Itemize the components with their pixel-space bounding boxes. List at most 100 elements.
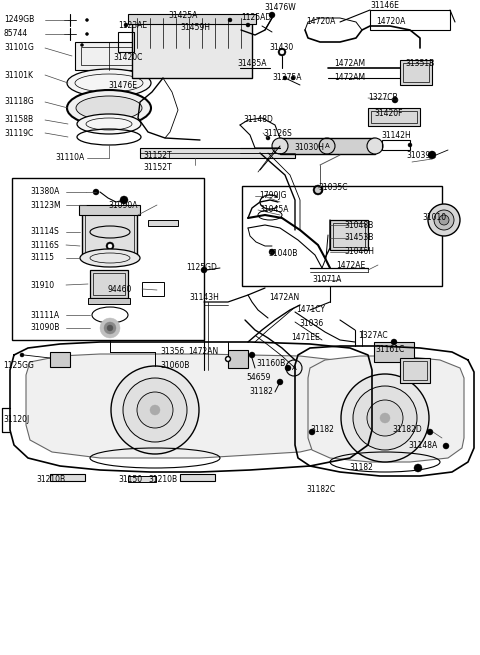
Text: 31148A: 31148A (408, 441, 437, 449)
Ellipse shape (269, 249, 275, 255)
Text: 31119C: 31119C (4, 128, 33, 138)
Text: 31045A: 31045A (259, 206, 288, 214)
Ellipse shape (313, 185, 323, 195)
Ellipse shape (67, 69, 151, 97)
Ellipse shape (427, 429, 433, 435)
Text: 1123AE: 1123AE (118, 22, 147, 31)
Ellipse shape (428, 204, 460, 236)
Ellipse shape (76, 96, 142, 120)
Bar (50, 352, 70, 367)
Text: 31425A: 31425A (168, 12, 197, 20)
Bar (88, 298, 130, 304)
Bar (132, 18, 252, 78)
Text: 1125GG: 1125GG (3, 360, 34, 369)
Text: 31420F: 31420F (374, 109, 403, 117)
Text: 1472AM: 1472AM (334, 73, 365, 83)
Text: 31116S: 31116S (30, 240, 59, 250)
Ellipse shape (100, 318, 120, 338)
Ellipse shape (317, 187, 323, 193)
Bar (400, 60, 432, 85)
Text: 31182: 31182 (249, 388, 273, 396)
Ellipse shape (277, 379, 283, 385)
Ellipse shape (280, 50, 284, 54)
Text: 1327AC: 1327AC (358, 331, 388, 339)
Bar (368, 108, 420, 126)
Text: 1472AE: 1472AE (336, 261, 365, 269)
Text: 31090A: 31090A (108, 200, 137, 210)
Ellipse shape (283, 76, 287, 80)
Ellipse shape (408, 143, 412, 147)
Bar (371, 111, 417, 123)
Bar (81, 47, 137, 65)
Text: 31380A: 31380A (30, 187, 60, 196)
Text: 1471CY: 1471CY (296, 305, 325, 314)
Text: 31040B: 31040B (268, 248, 298, 257)
Text: 31152T: 31152T (143, 162, 172, 172)
Bar (228, 350, 248, 368)
Text: 31120J: 31120J (3, 415, 29, 424)
Text: 1472AM: 1472AM (334, 58, 365, 67)
Text: 31476E: 31476E (108, 81, 137, 90)
Text: 85744: 85744 (4, 29, 28, 39)
Ellipse shape (137, 392, 173, 428)
Text: 31090B: 31090B (30, 324, 60, 333)
Bar (374, 342, 414, 362)
Text: 31420C: 31420C (113, 54, 143, 62)
Ellipse shape (107, 325, 113, 331)
Text: 31118G: 31118G (4, 98, 34, 107)
Text: 31114S: 31114S (30, 227, 59, 236)
Text: 31123M: 31123M (30, 200, 60, 210)
Text: 1125GD: 1125GD (186, 263, 217, 272)
Polygon shape (308, 356, 464, 462)
Text: 31910: 31910 (30, 280, 54, 290)
Bar (180, 474, 215, 481)
Text: 1472AN: 1472AN (188, 348, 218, 356)
Bar (400, 358, 430, 383)
Text: 31010: 31010 (422, 214, 446, 223)
Bar (140, 148, 295, 158)
Text: 31048B: 31048B (344, 221, 373, 229)
Text: A: A (292, 365, 296, 371)
Bar (90, 270, 128, 298)
Ellipse shape (120, 196, 128, 204)
Bar (79, 205, 140, 215)
Text: 31476W: 31476W (264, 3, 296, 12)
Ellipse shape (106, 242, 114, 250)
Text: 31182: 31182 (349, 464, 373, 472)
Ellipse shape (291, 76, 295, 80)
Ellipse shape (391, 339, 397, 345)
Bar (12, 178, 204, 340)
Ellipse shape (77, 114, 141, 134)
Text: 54659: 54659 (246, 373, 270, 383)
Text: 31143H: 31143H (189, 293, 219, 303)
Text: 1125AD: 1125AD (241, 14, 271, 22)
Text: 31110A: 31110A (55, 153, 84, 162)
Bar (118, 32, 134, 52)
Ellipse shape (108, 244, 112, 248)
Text: 31210B: 31210B (36, 476, 65, 485)
Ellipse shape (134, 43, 137, 47)
Ellipse shape (225, 356, 231, 362)
Bar (403, 361, 427, 380)
Ellipse shape (353, 386, 417, 450)
Text: 31210B: 31210B (148, 476, 177, 485)
Text: 31071A: 31071A (312, 276, 341, 284)
Ellipse shape (20, 353, 24, 357)
Ellipse shape (272, 138, 288, 154)
Text: 31150: 31150 (118, 476, 142, 485)
Text: 14720A: 14720A (376, 18, 406, 26)
Ellipse shape (123, 378, 187, 442)
Text: 31146E: 31146E (370, 1, 399, 10)
Text: 31101G: 31101G (4, 43, 34, 52)
Ellipse shape (85, 18, 88, 22)
Bar (128, 14, 256, 24)
Text: 31035C: 31035C (318, 183, 348, 193)
Ellipse shape (111, 366, 199, 454)
Text: 1799JG: 1799JG (259, 191, 287, 200)
Ellipse shape (428, 151, 436, 159)
Bar (242, 186, 442, 286)
Ellipse shape (367, 400, 403, 436)
Ellipse shape (278, 48, 286, 56)
Ellipse shape (414, 464, 422, 472)
Text: 31356: 31356 (160, 348, 184, 356)
